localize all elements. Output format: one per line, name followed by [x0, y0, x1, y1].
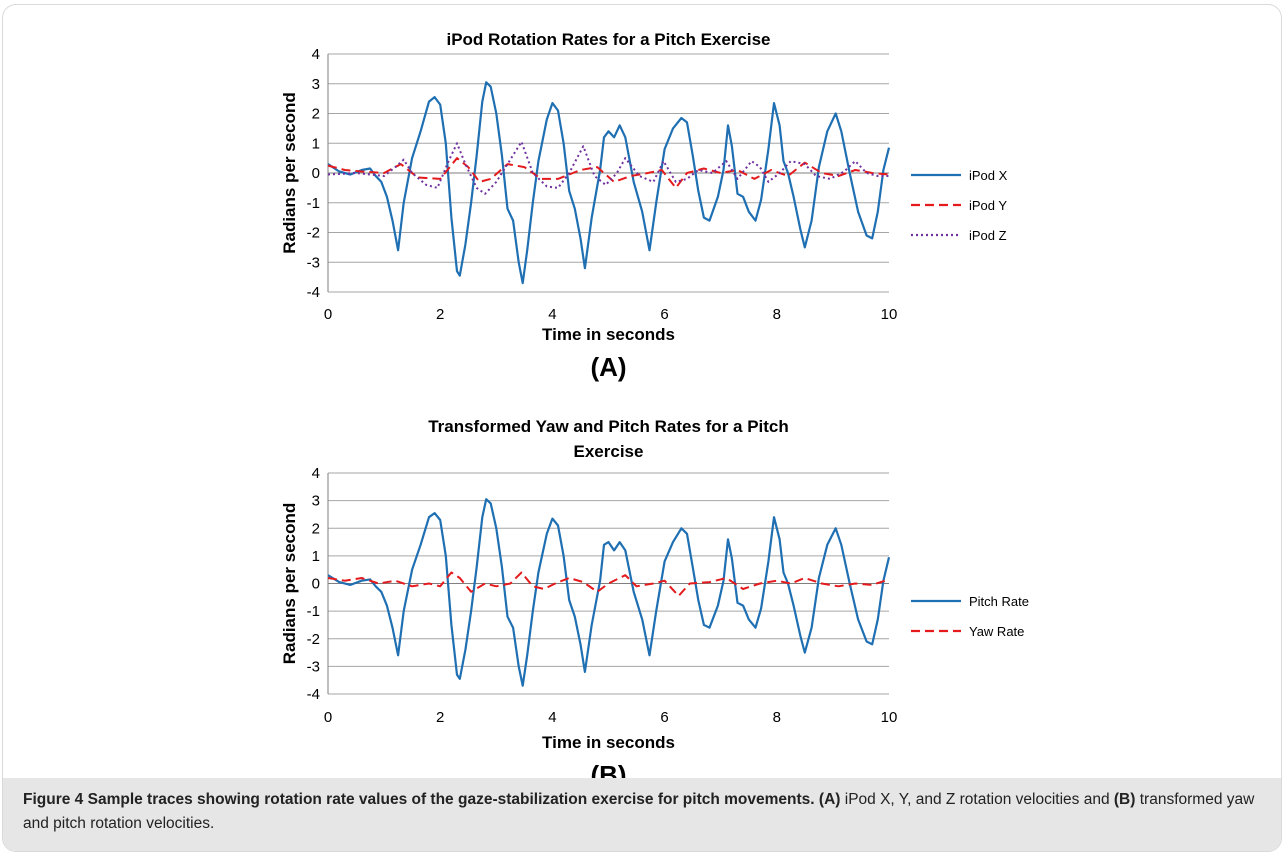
- chart-a-title: iPod Rotation Rates for a Pitch Exercise: [446, 30, 770, 49]
- chart-a-series-line-ipod-y: [327, 157, 890, 189]
- chart-a-x-tick-label: 2: [436, 306, 444, 323]
- chart-b-x-tick-label: 10: [881, 709, 898, 726]
- chart-b-y-tick-label: 0: [312, 576, 320, 593]
- caption-a-text: iPod X, Y, and Z rotation velocities and: [844, 791, 1110, 808]
- chart-b-x-tick-label: 4: [548, 709, 556, 726]
- chart-b-series-line-yaw-rate: [327, 571, 890, 597]
- chart-b-x-tick-label: 6: [660, 709, 668, 726]
- chart-a-x-axis-title: Time in seconds: [542, 325, 675, 344]
- caption-band: Figure 4 Sample traces showing rotation …: [3, 778, 1281, 851]
- chart-b-x-axis-title: Time in seconds: [542, 733, 675, 752]
- chart-a-legend-label: iPod Y: [969, 198, 1007, 213]
- chart-b-y-tick-label: 4: [312, 465, 320, 482]
- chart-b-panel-label: (B): [590, 760, 626, 780]
- chart-a-y-tick-label: -2: [307, 225, 320, 242]
- chart-b-y-tick-label: 3: [312, 493, 320, 510]
- chart-b-y-tick-label: 1: [312, 548, 320, 565]
- chart-a-series-line-ipod-z: [327, 140, 889, 195]
- chart-b-y-tick-label: -1: [307, 603, 320, 620]
- chart-b-series-line-pitch-rate: [327, 498, 891, 687]
- chart-a-legend-label: iPod X: [969, 168, 1008, 183]
- chart-a-y-tick-label: -3: [307, 254, 320, 271]
- chart-a-y-tick-label: 4: [312, 46, 320, 63]
- chart-a-y-tick-label: 0: [312, 165, 320, 182]
- chart-a-x-tick-label: 8: [773, 306, 781, 323]
- chart-b-x-tick-label: 2: [436, 709, 444, 726]
- chart-b-y-axis-title: Radians per second: [280, 503, 299, 665]
- chart-a-y-tick-label: 1: [312, 135, 320, 152]
- chart-a-x-tick-label: 0: [324, 306, 332, 323]
- chart-b-y-tick-label: -2: [307, 631, 320, 648]
- figure-caption: Figure 4 Sample traces showing rotation …: [23, 788, 1263, 836]
- chart-b-x-tick-label: 8: [773, 709, 781, 726]
- chart-b-title: Transformed Yaw and Pitch Rates for a Pi…: [428, 417, 789, 436]
- chart-b-y-tick-label: 2: [312, 520, 320, 537]
- chart-a-legend-label: iPod Z: [969, 228, 1007, 243]
- chart-a-x-tick-label: 4: [548, 306, 556, 323]
- chart-a-y-tick-label: 2: [312, 106, 320, 123]
- chart-b-legend-label: Yaw Rate: [969, 624, 1024, 639]
- chart-a-y-tick-label: 3: [312, 76, 320, 93]
- chart-b-y-tick-label: -4: [307, 686, 320, 703]
- chart-a-x-tick-label: 6: [660, 306, 668, 323]
- figure-frame: -4 -3 -2 -1 0 1 2 3 4 0 2 4 6 8 10 iPod Rotation Rates …: [2, 4, 1282, 852]
- chart-b-x-tick-label: 0: [324, 709, 332, 726]
- caption-figure-label: Figure 4: [23, 791, 84, 808]
- caption-title: Sample traces showing rotation rate valu…: [87, 791, 815, 808]
- caption-b-text: transformed yaw and pitch rotation veloc…: [23, 791, 1255, 832]
- caption-b-label: (B): [1113, 791, 1136, 808]
- chart-a-y-axis-title: Radians per second: [280, 92, 299, 254]
- chart-b-title: Exercise: [574, 442, 644, 461]
- chart-a-series-line-ipod-x: [327, 81, 891, 285]
- chart-b-legend-label: Pitch Rate: [969, 594, 1029, 609]
- chart-a-y-tick-label: -4: [307, 284, 320, 301]
- chart-a-y-tick-label: -1: [307, 195, 320, 212]
- chart-a-x-tick-label: 10: [881, 306, 898, 323]
- chart-a-panel-label: (A): [590, 352, 626, 382]
- chart-b-y-tick-label: -3: [307, 658, 320, 675]
- caption-a-label: (A): [818, 791, 841, 808]
